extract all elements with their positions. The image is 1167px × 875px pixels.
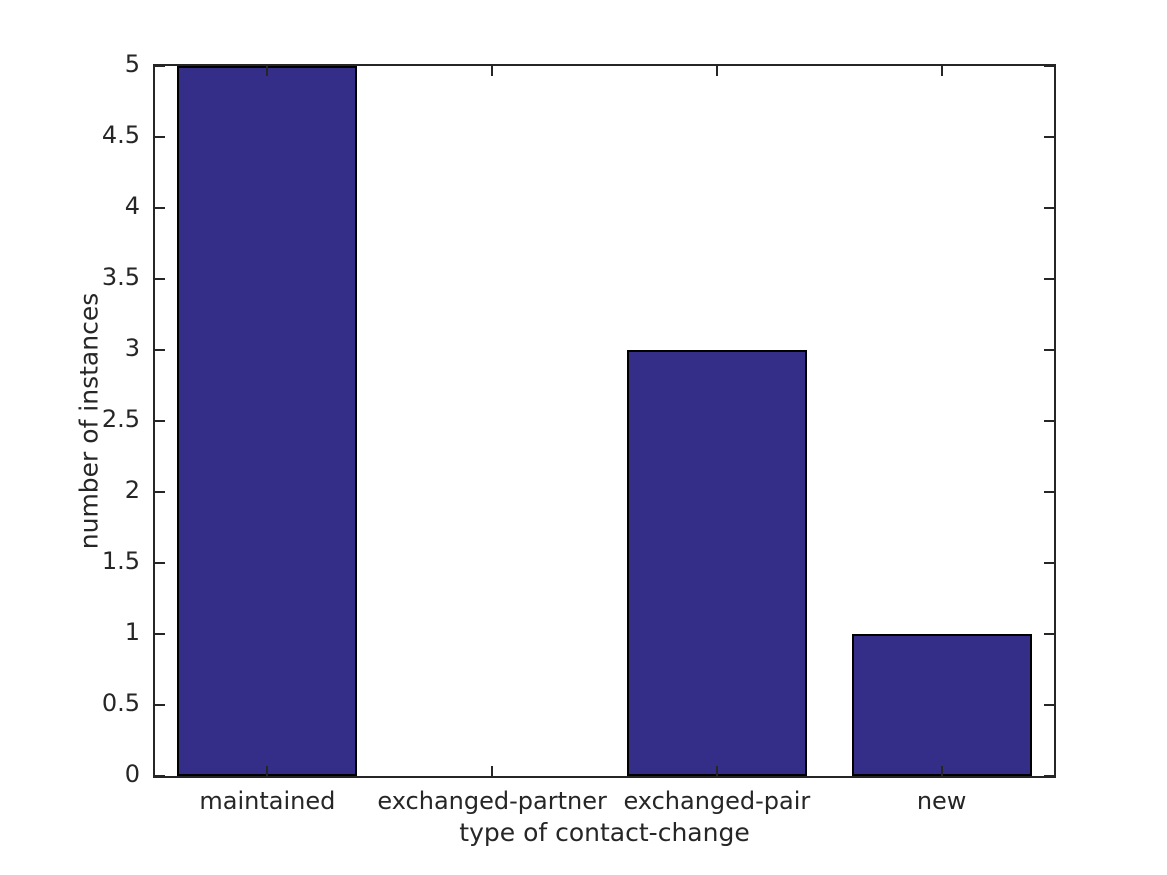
y-tick-label: 0 [124,760,140,788]
bar-exchanged-pair [626,350,807,776]
y-tick-mark [155,207,165,209]
y-tick-mark [155,491,165,493]
plot-area [153,64,1056,778]
bar-maintained [177,66,358,776]
y-tick-mark [155,775,165,777]
y-tick-mark [1044,633,1054,635]
y-tick-label: 2 [124,476,140,504]
y-tick-mark [1044,420,1054,422]
y-tick-label: 5 [124,50,140,78]
x-tick-label: new [916,787,967,815]
y-tick-label: 3 [124,334,140,362]
y-tick-mark [1044,136,1054,138]
y-tick-label: 3.5 [101,263,140,291]
y-tick-mark [155,704,165,706]
y-axis-label: number of instances [74,292,104,550]
y-tick-mark [1044,349,1054,351]
y-tick-mark [1044,704,1054,706]
x-tick-mark [491,766,494,776]
y-tick-label: 0.5 [101,689,140,717]
x-tick-mark [491,66,494,76]
y-tick-label: 4.5 [101,121,140,149]
y-tick-mark [155,562,165,564]
y-tick-mark [155,136,165,138]
bar-new [851,634,1032,776]
x-tick-label: maintained [199,787,336,815]
y-tick-mark [1044,278,1054,280]
y-tick-mark [155,65,165,67]
x-tick-mark [940,766,943,776]
y-tick-mark [155,420,165,422]
y-tick-mark [155,349,165,351]
x-tick-mark [715,66,718,76]
x-tick-label: exchanged-pair [623,787,811,815]
y-tick-mark [155,633,165,635]
y-tick-label: 1.5 [101,547,140,575]
y-tick-mark [1044,491,1054,493]
y-tick-mark [1044,65,1054,67]
y-tick-label: 2.5 [101,405,140,433]
x-tick-label: exchanged-partner [377,787,607,815]
y-tick-label: 4 [124,192,140,220]
y-tick-label: 1 [124,618,140,646]
x-tick-mark [266,66,269,76]
y-tick-mark [1044,775,1054,777]
x-tick-mark [940,66,943,76]
y-tick-mark [1044,562,1054,564]
y-tick-mark [1044,207,1054,209]
x-tick-mark [715,766,718,776]
y-tick-mark [155,278,165,280]
x-axis-label: type of contact-change [459,818,750,847]
x-tick-mark [266,766,269,776]
